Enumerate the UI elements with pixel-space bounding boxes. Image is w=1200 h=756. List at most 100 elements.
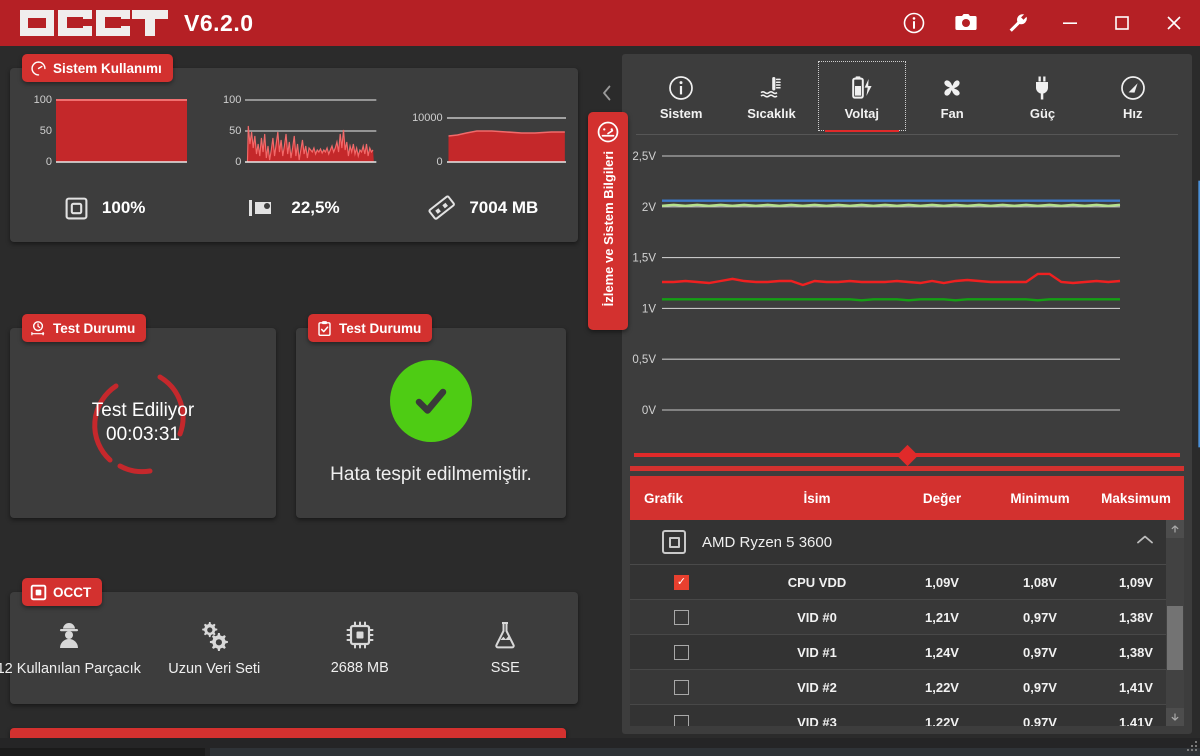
thermometer-icon	[760, 77, 782, 98]
tab-voltaj-label: Voltaj	[844, 106, 880, 121]
cpu-usage-chart: 100 50 0	[10, 86, 199, 178]
arrow-up-icon	[1171, 525, 1179, 533]
table-row[interactable]: VID #0 1,21V 0,97V 1,38V	[630, 600, 1184, 635]
memory-usage-stat: 7004 MB	[389, 186, 578, 230]
table-row[interactable]: VID #2 1,22V 0,97V 1,41V	[630, 670, 1184, 705]
settings-button[interactable]	[992, 0, 1044, 46]
collapse-panel-button[interactable]	[596, 78, 618, 108]
tab-hiz[interactable]: Hız	[1088, 60, 1178, 132]
row-maximum: 1,09V	[1119, 574, 1153, 590]
cpu-icon	[65, 197, 88, 219]
occt-icon	[30, 584, 47, 600]
table-row[interactable]: VID #1 1,24V 0,97V 1,38V	[630, 635, 1184, 670]
speedometer-icon	[1120, 76, 1145, 100]
resize-grip-icon[interactable]	[1187, 741, 1197, 751]
system-usage-stats: 100% 22,5%	[10, 186, 578, 230]
gpu-icon	[249, 200, 272, 216]
sensor-table: Grafik İsim Değer Minimum Maksimum AMD R…	[630, 476, 1184, 726]
svg-text:1,5V: 1,5V	[632, 253, 656, 265]
monitoring-sidebar-tab[interactable]: İzleme ve Sistem Bilgileri	[588, 112, 628, 330]
gauge-icon	[597, 121, 619, 143]
row-graph-checkbox[interactable]	[674, 679, 689, 695]
voltage-chart-legend: VIN3 CPU VCORE CPU VDD	[1080, 142, 1200, 448]
gears-icon	[202, 622, 229, 651]
row-value: 1,22V	[925, 679, 959, 695]
row-graph-checkbox[interactable]	[674, 644, 689, 660]
occt-dataset-label: Uzun Veri Seti	[168, 661, 261, 677]
header-isim: İsim	[803, 490, 831, 506]
maximize-button[interactable]	[1096, 0, 1148, 46]
info-icon	[903, 12, 925, 34]
tab-guc[interactable]: Güç	[997, 60, 1087, 132]
info-button[interactable]	[888, 0, 940, 46]
system-usage-badge: Sistem Kullanımı	[22, 54, 173, 82]
row-graph-cell	[630, 574, 742, 590]
row-graph-cell	[630, 644, 742, 660]
tabs-separator	[636, 134, 1178, 135]
row-maximum: 1,38V	[1119, 644, 1153, 660]
svg-text:0V: 0V	[642, 405, 656, 417]
ram-icon	[428, 195, 456, 220]
sensor-group-label: AMD Ryzen 5 3600	[702, 533, 833, 551]
scroll-up-button[interactable]	[1166, 520, 1184, 538]
table-scrollbar[interactable]	[1166, 520, 1184, 726]
row-graph-checkbox[interactable]	[674, 609, 689, 625]
memory-usage-chart: 10000 0	[389, 86, 578, 178]
tab-guc-label: Güç	[1029, 106, 1056, 121]
tab-voltaj[interactable]: Voltaj	[817, 60, 907, 132]
close-button[interactable]	[1148, 0, 1200, 46]
worker-icon	[59, 623, 78, 648]
table-row[interactable]: VID #3 1,22V 0,97V 1,41V	[630, 705, 1184, 726]
header-maksimum: Maksimum	[1101, 490, 1171, 506]
row-graph-cell	[630, 609, 742, 625]
timeline-slider-thumb[interactable]	[896, 444, 918, 467]
fan-icon	[944, 80, 960, 96]
memory-usage-value: 7004 MB	[469, 198, 539, 217]
monitoring-sidebar-label: İzleme ve Sistem Bilgileri	[600, 151, 616, 307]
arrow-down-icon	[1171, 713, 1179, 721]
minimize-button[interactable]	[1044, 0, 1096, 46]
cpu-chart-axis: 100 50 0	[10, 86, 56, 178]
wrench-icon	[1009, 14, 1027, 32]
occt-dataset-item[interactable]: Uzun Veri Seti	[142, 619, 288, 677]
row-name: VID #3	[797, 714, 837, 727]
occt-memory-label: 2688 MB	[330, 660, 389, 676]
spinner-arcs-icon	[92, 374, 186, 475]
table-row[interactable]: CPU VDD 1,09V 1,08V 1,09V	[630, 565, 1184, 600]
row-value: 1,09V	[925, 574, 959, 590]
chevron-up-icon[interactable]	[1136, 533, 1154, 551]
occt-memory-item[interactable]: 2688 MB	[287, 620, 433, 676]
row-name: VID #1	[797, 644, 837, 660]
minimize-icon	[1063, 22, 1077, 24]
sensor-group-row[interactable]: AMD Ryzen 5 3600	[630, 520, 1184, 565]
gpu-tick-100: 100	[222, 94, 242, 106]
scrollbar-thumb[interactable]	[1167, 606, 1183, 670]
screenshot-button[interactable]	[940, 0, 992, 46]
tab-fan[interactable]: Fan	[907, 60, 997, 132]
timeline-slider[interactable]	[630, 442, 1184, 468]
row-graph-checkbox[interactable]	[674, 714, 689, 726]
gpu-usage-stat: 22,5%	[199, 186, 388, 230]
app-version: V6.2.0	[184, 9, 254, 36]
error-status-title: Test Durumu	[339, 320, 422, 336]
test-status-body: Test Ediliyor 00:03:31	[10, 328, 276, 518]
occt-config-items: 12 Kullanılan Parçacık Uzun Veri Seti	[0, 592, 579, 704]
occt-instruction-set-item[interactable]: SSE	[433, 620, 579, 676]
occt-threads-item[interactable]: 12 Kullanılan Parçacık	[0, 619, 142, 677]
row-maximum: 1,38V	[1119, 609, 1153, 625]
svg-text:0,5V: 0,5V	[632, 354, 656, 366]
header-deger: Değer	[922, 490, 962, 506]
gpu-chart-plot	[245, 86, 377, 178]
tab-sicaklik[interactable]: Sıcaklık	[726, 60, 816, 132]
cpu-tick-50: 50	[39, 125, 52, 137]
error-status-body: Hata tespit edilmemiştir.	[296, 328, 566, 518]
chevron-left-icon	[603, 85, 611, 101]
gpu-tick-50: 50	[229, 125, 242, 137]
scroll-down-button[interactable]	[1166, 708, 1184, 726]
cpu-usage-stat: 100%	[10, 186, 199, 230]
row-graph-checkbox[interactable]	[674, 574, 689, 590]
left-column: Sistem Kullanımı 100 50 0	[0, 46, 588, 756]
timer-icon	[31, 320, 45, 335]
clipboard-check-icon	[318, 320, 331, 336]
tab-sistem[interactable]: Sistem	[636, 60, 726, 132]
